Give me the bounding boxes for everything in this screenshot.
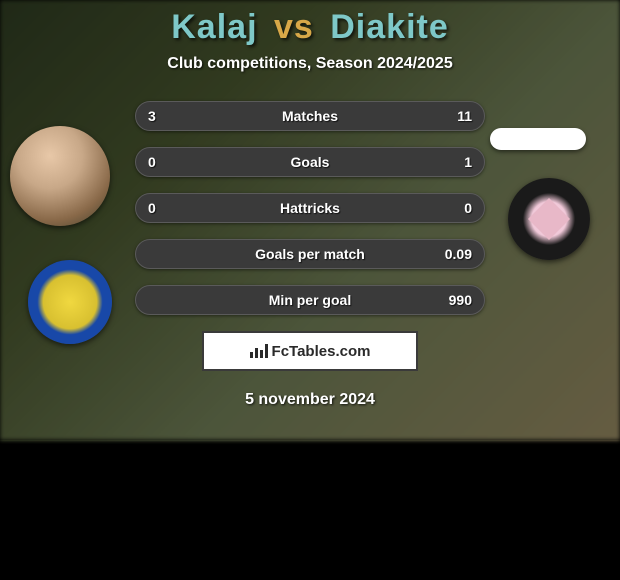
player2-name: Diakite bbox=[330, 8, 449, 46]
stat-left-value: 3 bbox=[148, 108, 156, 124]
player1-avatar bbox=[10, 126, 110, 226]
player2-avatar-placeholder bbox=[490, 128, 586, 150]
player2-club-badge bbox=[508, 178, 590, 260]
page-title: Kalaj vs Diakite bbox=[0, 8, 620, 47]
subtitle: Club competitions, Season 2024/2025 bbox=[0, 55, 620, 73]
stat-row-matches: 3 Matches 11 bbox=[135, 101, 485, 131]
stat-row-min-per-goal: Min per goal 990 bbox=[135, 285, 485, 315]
stat-right-value: 1 bbox=[464, 154, 472, 170]
stat-left-value: 0 bbox=[148, 200, 156, 216]
stat-row-goals: 0 Goals 1 bbox=[135, 147, 485, 177]
stat-right-value: 0 bbox=[464, 200, 472, 216]
player1-club-badge bbox=[28, 260, 112, 344]
stat-right-value: 0.09 bbox=[445, 246, 472, 262]
bar-chart-icon bbox=[250, 344, 268, 358]
stat-right-value: 11 bbox=[457, 108, 472, 124]
stat-label: Goals bbox=[136, 154, 484, 170]
stat-label: Hattricks bbox=[136, 200, 484, 216]
stat-row-goals-per-match: Goals per match 0.09 bbox=[135, 239, 485, 269]
stat-left-value: 0 bbox=[148, 154, 156, 170]
stat-label: Min per goal bbox=[136, 292, 484, 308]
vs-label: vs bbox=[274, 8, 314, 46]
stat-right-value: 990 bbox=[449, 292, 472, 308]
date-label: 5 november 2024 bbox=[0, 391, 620, 409]
player1-name: Kalaj bbox=[171, 8, 257, 46]
stat-row-hattricks: 0 Hattricks 0 bbox=[135, 193, 485, 223]
palermo-eagle-icon bbox=[528, 198, 570, 240]
brand-box[interactable]: FcTables.com bbox=[202, 331, 418, 371]
comparison-card: Kalaj vs Diakite Club competitions, Seas… bbox=[0, 0, 620, 409]
stat-label: Matches bbox=[136, 108, 484, 124]
brand-text: FcTables.com bbox=[272, 343, 371, 360]
stat-label: Goals per match bbox=[136, 246, 484, 262]
stats-table: 3 Matches 11 0 Goals 1 0 Hattricks 0 Goa… bbox=[135, 101, 485, 315]
fctables-logo: FcTables.com bbox=[250, 343, 371, 360]
